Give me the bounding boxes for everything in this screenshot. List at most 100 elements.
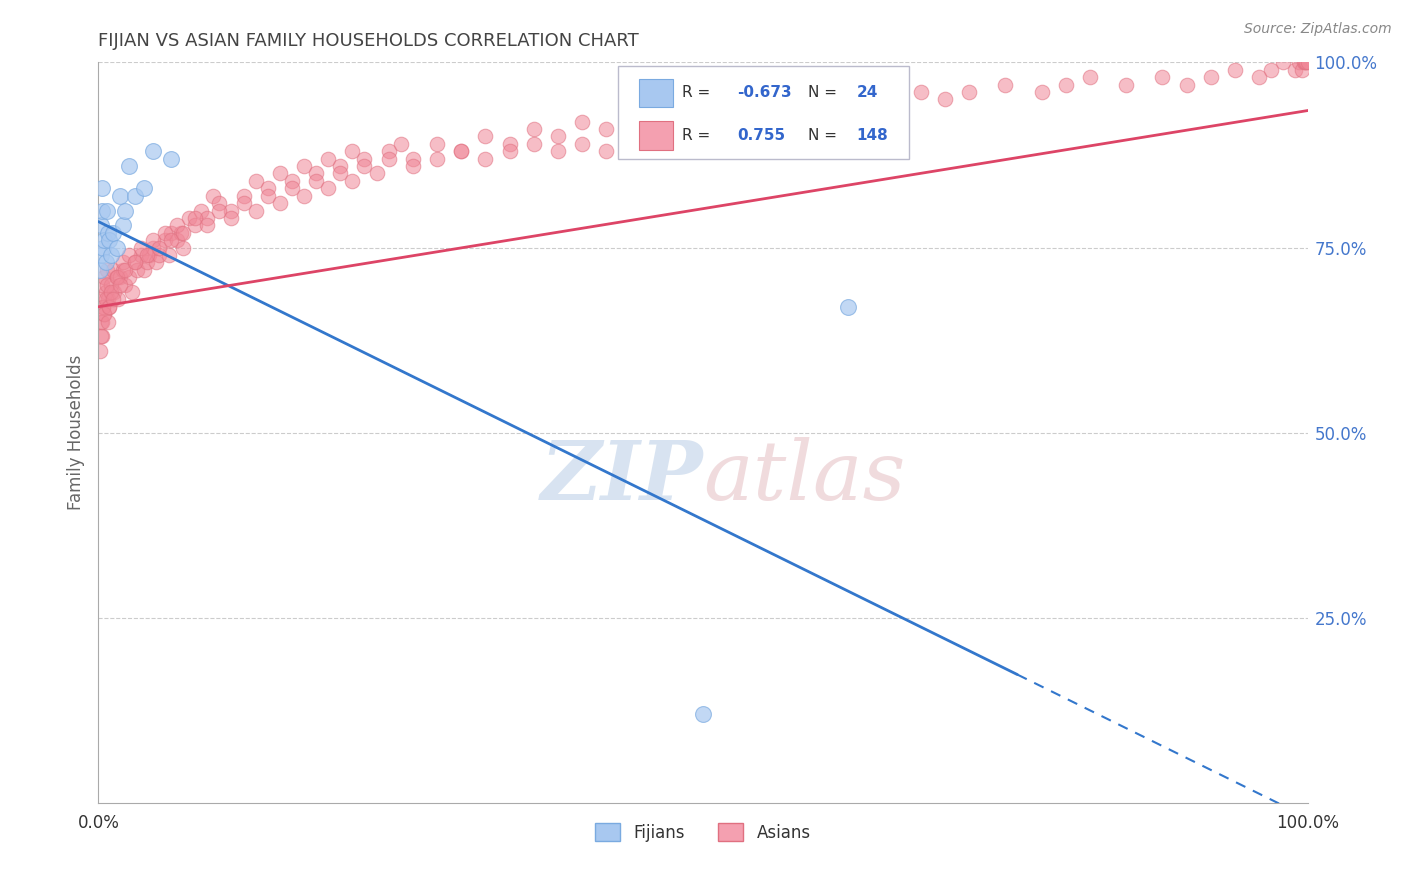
Point (1295, 55, 1317, 70)
Point (91, 277, 114, 292)
Point (93, 270, 115, 285)
Point (910, 85, 932, 99)
Point (134, 181, 156, 195)
Point (631, 107, 654, 121)
Point (98, 233, 121, 247)
Point (450, 145, 472, 159)
Point (148, 240, 170, 255)
Point (631, 136, 654, 151)
Point (105, 270, 128, 285)
Point (114, 203, 136, 218)
Point (97, 226, 120, 240)
Point (1288, 55, 1310, 70)
Point (474, 152, 496, 166)
Point (103, 285, 125, 299)
Point (98, 300, 121, 314)
Point (160, 233, 183, 247)
Point (389, 136, 412, 151)
Point (142, 240, 165, 255)
Point (96, 262, 118, 277)
Point (342, 145, 364, 159)
Point (129, 240, 152, 255)
Text: N =: N = (808, 128, 842, 143)
Point (98, 300, 121, 314)
Point (837, 100, 859, 114)
Text: atlas: atlas (703, 437, 905, 517)
Point (292, 188, 315, 202)
Point (305, 174, 328, 188)
Point (135, 255, 157, 269)
Point (91, 300, 114, 314)
Point (1292, 55, 1315, 70)
Point (101, 262, 124, 277)
Point (221, 203, 243, 218)
Point (184, 211, 207, 225)
Point (114, 262, 136, 277)
Point (190, 203, 212, 218)
Point (91, 203, 114, 218)
Point (118, 248, 141, 262)
Point (1199, 70, 1222, 85)
Text: N =: N = (808, 86, 842, 101)
Point (523, 136, 546, 151)
Point (114, 277, 136, 292)
Point (100, 277, 122, 292)
Point (316, 152, 339, 166)
Point (108, 270, 131, 285)
Point (1291, 62, 1313, 77)
Point (329, 159, 352, 173)
Point (89, 344, 111, 359)
Point (716, 100, 738, 114)
Point (93, 307, 115, 321)
Text: 0.755: 0.755 (737, 128, 785, 143)
Point (89, 293, 111, 307)
Point (96, 203, 118, 218)
Point (105, 240, 128, 255)
Point (160, 152, 183, 166)
Point (166, 219, 188, 233)
Text: FIJIAN VS ASIAN FAMILY HOUSEHOLDS CORRELATION CHART: FIJIAN VS ASIAN FAMILY HOUSEHOLDS CORREL… (98, 32, 640, 50)
Point (134, 262, 156, 277)
Point (292, 159, 315, 173)
Point (402, 152, 425, 166)
Point (101, 293, 124, 307)
Point (195, 219, 218, 233)
FancyBboxPatch shape (638, 78, 673, 107)
Point (1294, 55, 1316, 70)
Point (145, 255, 167, 269)
Point (179, 211, 201, 225)
Point (169, 226, 191, 240)
Point (129, 248, 152, 262)
Point (281, 174, 304, 188)
Point (90, 219, 112, 233)
Point (450, 145, 472, 159)
Point (595, 122, 617, 136)
Y-axis label: Family Households: Family Households (66, 355, 84, 510)
Point (957, 85, 980, 99)
Text: Source: ZipAtlas.com: Source: ZipAtlas.com (1244, 22, 1392, 37)
Point (208, 196, 231, 211)
Point (668, 114, 690, 128)
Point (91, 329, 114, 343)
Point (97, 314, 120, 328)
Point (305, 166, 328, 180)
Point (97, 293, 120, 307)
Point (138, 248, 160, 262)
Point (402, 159, 425, 173)
Point (111, 262, 134, 277)
Point (377, 145, 399, 159)
Point (91, 300, 114, 314)
Point (692, 107, 714, 121)
Point (245, 203, 267, 218)
Point (90, 314, 112, 328)
Point (153, 226, 176, 240)
Point (172, 240, 194, 255)
Point (595, 145, 617, 159)
Point (498, 136, 520, 151)
Text: R =: R = (682, 128, 716, 143)
Point (124, 188, 146, 202)
Text: R =: R = (682, 86, 716, 101)
Point (329, 166, 352, 180)
Point (91, 181, 114, 195)
Point (873, 92, 896, 106)
